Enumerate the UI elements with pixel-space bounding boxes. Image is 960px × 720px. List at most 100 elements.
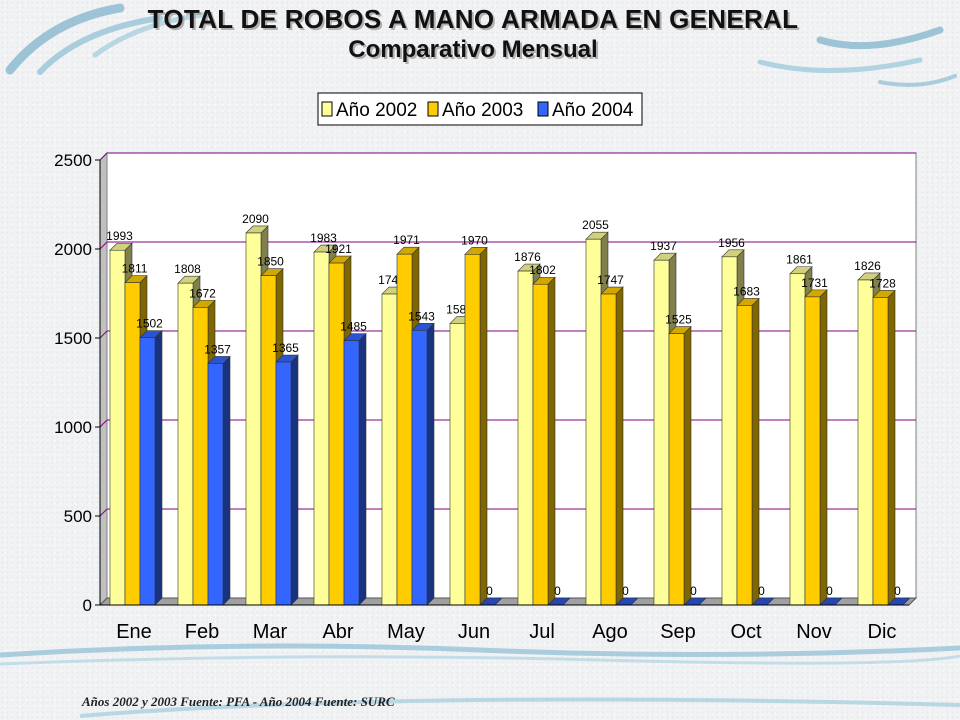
legend-box bbox=[317, 92, 643, 126]
data-label: 0 bbox=[622, 584, 629, 598]
data-label: 1525 bbox=[665, 313, 692, 327]
data-label: 0 bbox=[486, 584, 493, 598]
bar-a-o-2003-nov-side bbox=[819, 289, 828, 606]
data-label: 1937 bbox=[650, 239, 677, 253]
bar-a-o-2003-jul bbox=[532, 283, 549, 606]
bar-a-o-2004-ene-side bbox=[154, 329, 163, 606]
bar-a-o-2002-abr bbox=[313, 251, 330, 606]
data-label: 1365 bbox=[272, 341, 299, 355]
bar-a-o-2003-nov bbox=[804, 296, 821, 606]
bar-a-o-2004-may-side bbox=[426, 322, 435, 606]
data-label: 0 bbox=[826, 584, 833, 598]
data-label: 1485 bbox=[340, 320, 367, 334]
plot-side-wall bbox=[99, 151, 108, 607]
legend-label: Año 2004 bbox=[552, 100, 634, 121]
data-label: 2090 bbox=[242, 212, 269, 226]
x-tick-label: Oct bbox=[730, 621, 762, 643]
legend-swatch bbox=[321, 101, 333, 117]
bar-a-o-2004-may bbox=[411, 330, 428, 606]
x-tick-label: Jul bbox=[529, 621, 555, 643]
bar-a-o-2002-mar bbox=[245, 232, 262, 606]
x-tick-label: Nov bbox=[796, 621, 832, 643]
bar-a-o-2003-sep-side bbox=[683, 325, 692, 606]
bar-a-o-2002-dic bbox=[857, 279, 874, 606]
data-label: 1993 bbox=[106, 229, 133, 243]
bar-a-o-2002-jul bbox=[517, 270, 534, 606]
bar-a-o-2004-mar bbox=[275, 361, 292, 606]
source-note: Años 2002 y 2003 Fuente: PFA - Año 2004 … bbox=[82, 694, 395, 709]
data-label: 1956 bbox=[718, 236, 745, 250]
gridline-side bbox=[99, 152, 108, 161]
x-tick-label: May bbox=[387, 621, 425, 643]
legend-swatch bbox=[537, 101, 549, 117]
bar-a-o-2003-ago bbox=[600, 293, 617, 606]
data-label: 0 bbox=[690, 584, 697, 598]
x-tick-label: Mar bbox=[253, 621, 288, 643]
x-tick-label: Ago bbox=[592, 621, 628, 643]
y-tick-label: 2500 bbox=[54, 151, 92, 170]
data-label: 0 bbox=[758, 584, 765, 598]
data-label: 1731 bbox=[801, 276, 828, 290]
bar-a-o-2004-feb bbox=[207, 363, 224, 606]
data-label: 1502 bbox=[136, 317, 163, 331]
data-label: 1826 bbox=[854, 259, 881, 273]
bar-a-o-2002-feb bbox=[177, 282, 194, 606]
bar-a-o-2003-sep bbox=[668, 333, 685, 606]
gridline-side bbox=[99, 419, 108, 428]
bar-a-o-2002-may bbox=[381, 293, 398, 606]
data-label: 1921 bbox=[325, 242, 352, 256]
data-label: 1983 bbox=[310, 231, 337, 245]
data-label: 1876 bbox=[514, 250, 541, 264]
bar-a-o-2002-jun bbox=[449, 323, 466, 606]
bar-a-o-2002-ene bbox=[109, 249, 126, 606]
data-label: 2055 bbox=[582, 218, 609, 232]
bar-a-o-2003-jun bbox=[464, 254, 481, 606]
chart-subtitle: Comparativo Mensual bbox=[348, 36, 598, 63]
bar-a-o-2004-mar-side bbox=[290, 354, 299, 606]
bar-a-o-2003-oct bbox=[736, 305, 753, 606]
data-label: 1811 bbox=[122, 262, 148, 276]
legend-label: Año 2002 bbox=[336, 100, 417, 121]
data-label: 1357 bbox=[204, 342, 231, 356]
y-tick-label: 1000 bbox=[54, 418, 92, 437]
gridline-side bbox=[99, 241, 108, 250]
data-label: 1672 bbox=[189, 286, 216, 300]
bar-a-o-2003-ago-side bbox=[615, 286, 624, 606]
data-label: 1808 bbox=[174, 262, 201, 276]
bar-a-o-2002-ago bbox=[585, 238, 602, 606]
legend-label: Año 2003 bbox=[442, 100, 523, 121]
x-tick-label: Sep bbox=[660, 621, 696, 643]
data-label: 1683 bbox=[733, 284, 760, 298]
gridline-side bbox=[99, 508, 108, 517]
bar-a-o-2004-abr-side bbox=[358, 332, 367, 606]
bar-a-o-2004-ene bbox=[139, 337, 156, 606]
x-tick-label: Dic bbox=[868, 621, 897, 643]
data-label: 1850 bbox=[257, 255, 284, 269]
y-tick-label: 2000 bbox=[54, 240, 92, 259]
x-tick-label: Feb bbox=[185, 621, 219, 643]
bar-a-o-2003-mar bbox=[260, 275, 277, 606]
bar-a-o-2004-feb-side bbox=[222, 355, 231, 606]
legend-swatch bbox=[427, 101, 439, 117]
bar-a-o-2002-nov bbox=[789, 273, 806, 606]
data-label: 1802 bbox=[529, 263, 556, 277]
data-label: 1747 bbox=[597, 273, 624, 287]
data-label: 1728 bbox=[869, 276, 896, 290]
bar-a-o-2003-oct-side bbox=[751, 297, 760, 606]
bar-a-o-2003-jul-side bbox=[547, 276, 556, 606]
bar-a-o-2002-oct bbox=[721, 256, 738, 606]
bar-a-o-2004-abr bbox=[343, 340, 360, 606]
y-tick-label: 0 bbox=[83, 596, 92, 615]
data-label: 0 bbox=[894, 584, 901, 598]
data-label: 1970 bbox=[461, 233, 488, 247]
data-label: 1543 bbox=[408, 309, 435, 323]
data-label: 1971 bbox=[393, 233, 420, 247]
y-tick-label: 1500 bbox=[54, 329, 92, 348]
x-tick-label: Ene bbox=[116, 621, 152, 643]
x-tick-label: Abr bbox=[322, 621, 353, 643]
bar-a-o-2003-dic bbox=[872, 297, 889, 606]
bar-a-o-2003-dic-side bbox=[887, 289, 896, 606]
data-label: 0 bbox=[554, 584, 561, 598]
